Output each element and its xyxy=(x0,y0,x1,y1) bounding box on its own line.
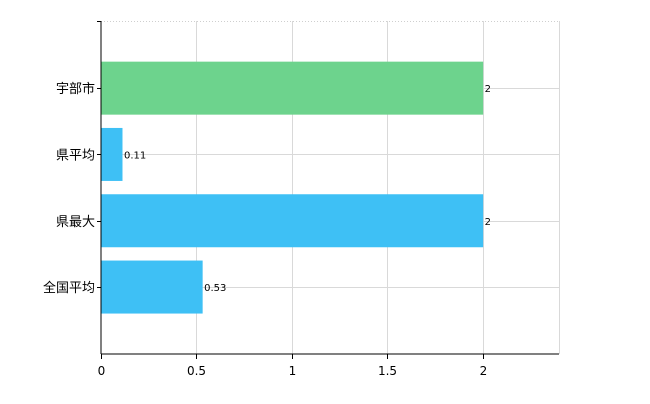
bar xyxy=(101,127,123,181)
bar-data-label: 2 xyxy=(485,84,491,95)
bar-data-label: 0.11 xyxy=(124,150,146,161)
category-label: 県最大 xyxy=(56,215,95,230)
bar xyxy=(101,194,484,248)
bar xyxy=(101,260,203,314)
bar-data-label: 0.53 xyxy=(204,283,226,294)
x-tick-label: 2 xyxy=(480,364,488,378)
x-tick-label: 1 xyxy=(289,364,297,378)
category-label: 宇部市 xyxy=(56,81,95,97)
axes xyxy=(100,21,559,355)
x-tick-label: 1.5 xyxy=(378,364,397,378)
x-tick-label: 0.5 xyxy=(187,364,206,378)
category-label: 全国平均 xyxy=(43,280,95,296)
bar xyxy=(101,61,484,115)
bars xyxy=(101,61,484,314)
bar-data-label: 2 xyxy=(485,217,491,228)
category-label: 県平均 xyxy=(56,148,95,163)
x-tick-label: 0 xyxy=(98,364,106,378)
